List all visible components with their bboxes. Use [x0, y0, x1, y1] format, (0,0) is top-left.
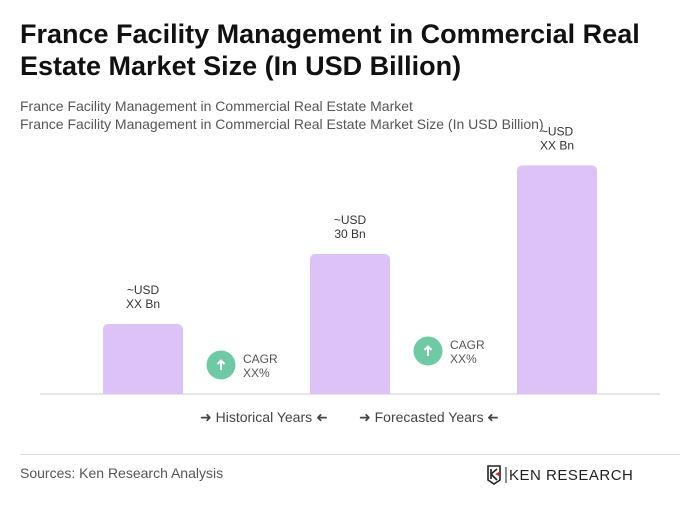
bar-value-label: ~USD	[334, 213, 367, 227]
bar	[517, 165, 597, 394]
bar	[310, 254, 390, 394]
footer-divider	[20, 454, 680, 455]
legend-historical: ➜ Historical Years ➜	[200, 409, 328, 425]
bar	[103, 324, 183, 394]
legend-label: Historical Years	[215, 409, 313, 425]
arrow-up-icon	[423, 345, 433, 356]
source-text: Sources: Ken Research Analysis	[20, 465, 224, 481]
subtitle-secondary: France Facility Management in Commercial…	[20, 116, 544, 132]
cagr-label: CAGR	[450, 338, 485, 352]
cagr-label: XX%	[450, 352, 477, 366]
legend-label: Forecasted Years	[374, 409, 484, 425]
subtitle: France Facility Management in Commercial…	[20, 98, 413, 114]
ken-research-logo: KEN RESEARCH	[487, 465, 633, 485]
svg-text:KEN RESEARCH: KEN RESEARCH	[509, 467, 633, 484]
bar-value-label: XX Bn	[126, 297, 160, 311]
arrow-up-icon	[216, 359, 226, 370]
bar-value-label: ~USD	[541, 124, 574, 138]
page-title: France Facility Management in Commercial…	[20, 19, 640, 81]
bar-value-label: ~USD	[127, 283, 160, 297]
cagr-label: CAGR	[243, 352, 278, 366]
legend-forecasted: ➜ Forecasted Years ➜	[359, 409, 500, 425]
cagr-label: XX%	[243, 366, 270, 380]
bar-value-label: XX Bn	[540, 138, 574, 152]
bar-value-label: 30 Bn	[334, 227, 365, 241]
